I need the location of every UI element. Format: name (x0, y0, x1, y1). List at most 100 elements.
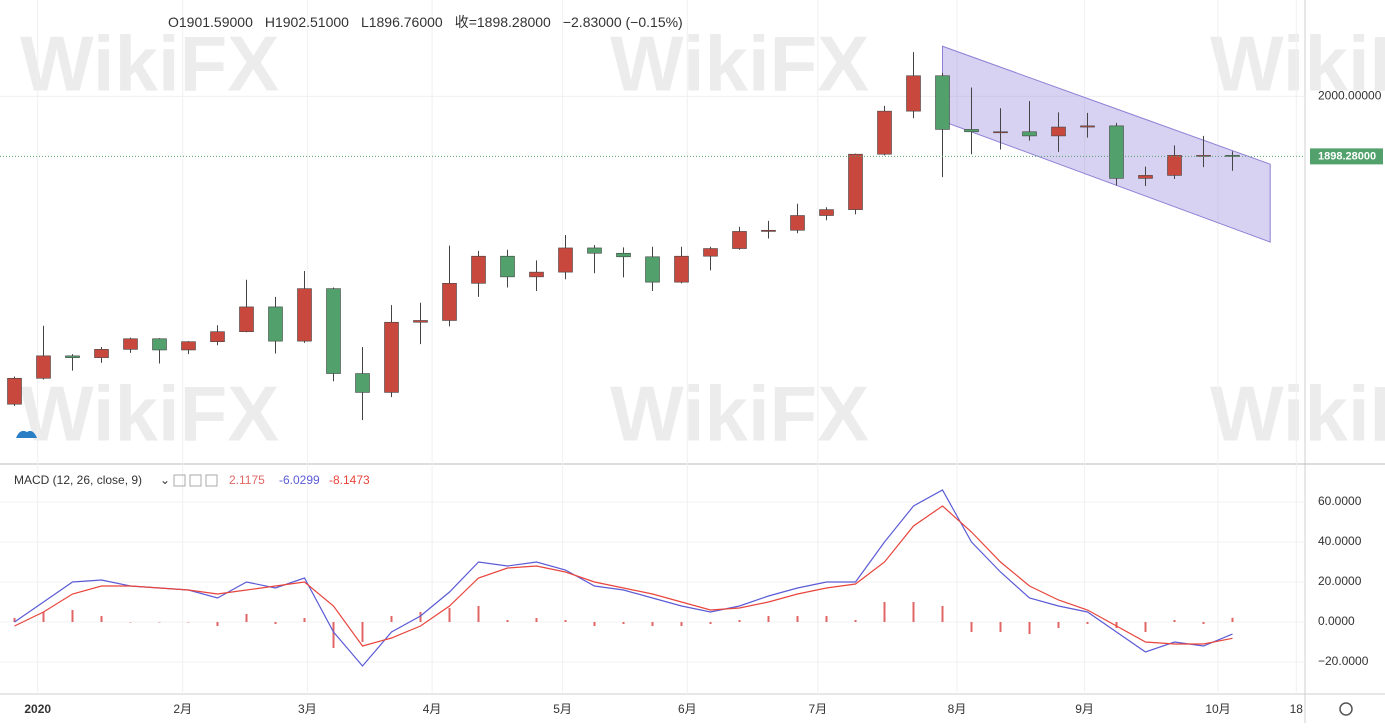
x-tick-label: 8月 (948, 702, 967, 716)
candle-body (500, 255, 515, 278)
ohlc-value: −2.83000 (−0.15%) (563, 14, 683, 30)
histogram-bar (680, 622, 683, 626)
candle-body (1022, 131, 1037, 137)
y-tick-label: 0.0000 (1318, 614, 1355, 628)
last-price-label: 1898.28000 (1318, 150, 1376, 162)
y-tick-label: 60.0000 (1318, 494, 1362, 508)
candle-body (1138, 175, 1153, 179)
histogram-bar (535, 618, 538, 622)
logo[interactable] (16, 430, 37, 438)
histogram-bar (477, 606, 480, 622)
histogram-bar (564, 620, 567, 622)
candle-body (355, 373, 370, 393)
histogram-bar (129, 622, 132, 623)
eye-icon[interactable] (173, 474, 186, 487)
candle-body (384, 321, 399, 393)
histogram-bar (970, 622, 973, 632)
settings-icon[interactable] (189, 474, 202, 487)
histogram-bar (13, 618, 16, 622)
candle-body (152, 338, 167, 351)
candle-body (674, 255, 689, 283)
candle-body (210, 331, 225, 343)
candle-body (36, 355, 51, 379)
x-tick-label: 9月 (1075, 702, 1094, 716)
candle-body (616, 252, 631, 258)
histogram-bar (999, 622, 1002, 632)
ohlc-value: O1901.59000 (168, 14, 253, 30)
candle-body (529, 271, 544, 278)
x-tick-label: 5月 (553, 702, 572, 716)
candle-body (268, 306, 283, 342)
watermarks: WikiFX WikiFX WikiFX WikiFX WikiFX WikiFX (20, 20, 1385, 458)
candle-body (181, 341, 196, 351)
candle-body (413, 320, 428, 323)
candle-body (819, 209, 834, 216)
watermark: WikiFX (1210, 370, 1385, 458)
histogram-bar (100, 616, 103, 622)
y-tick-label: −20.0000 (1318, 654, 1369, 668)
grid (0, 0, 1305, 694)
ohlc-value: H1902.51000 (265, 14, 349, 30)
histogram-bar (651, 622, 654, 626)
histogram-bar (738, 620, 741, 622)
y-tick-label: 2000.00000 (1318, 89, 1382, 103)
candle-body (877, 110, 892, 155)
indicator-title: MACD (12, 26, close, 9) (14, 473, 142, 487)
candle-body (1109, 125, 1124, 179)
histogram-bar (42, 612, 45, 622)
settings-gear[interactable] (1339, 702, 1353, 716)
histogram-bar (448, 608, 451, 622)
watermark: WikiFX (20, 20, 279, 108)
candle-body (471, 255, 486, 284)
x-tick-label: 10月 (1205, 702, 1230, 716)
x-tick-label: 7月 (808, 702, 827, 716)
histogram-bar (506, 620, 509, 622)
ohlc-header: O1901.59000 H1902.51000 L1896.76000 收=1898.… (168, 14, 683, 30)
labels: 2020 2月 3月 4月 5月 6月 7月 8月 9月 10月 18 2000.00000 60.00… (24, 89, 1383, 716)
histogram-bar (1057, 622, 1060, 628)
histogram-bar (796, 616, 799, 622)
histogram-bar (709, 622, 712, 624)
x-tick-label: 6月 (678, 702, 697, 716)
watermark: WikiFX (610, 370, 869, 458)
histogram-bar (274, 622, 277, 624)
candle-body (1051, 126, 1066, 137)
last-price-box (1310, 148, 1383, 165)
candle-body (94, 349, 109, 358)
histogram-bar (303, 618, 306, 622)
candle-body (906, 75, 921, 112)
candle-body (587, 247, 602, 254)
histogram-bar (216, 622, 219, 626)
collapse-icon[interactable]: ⌄ (160, 473, 170, 487)
histogram-bar (883, 602, 886, 622)
histogram-bar (767, 616, 770, 622)
y-tick-label: 20.0000 (1318, 574, 1362, 588)
candle-body (790, 215, 805, 231)
candle-body (297, 288, 312, 342)
histogram-bar (71, 610, 74, 622)
x-tick-label: 3月 (298, 702, 317, 716)
candle-body (123, 338, 138, 350)
y-tick-label: 40.0000 (1318, 534, 1362, 548)
watermark: WikiFX (1210, 20, 1385, 108)
histogram-bar (187, 622, 190, 623)
candle-body (65, 355, 80, 358)
candle-body (7, 377, 22, 405)
histogram-bar (1202, 622, 1205, 624)
candle-body (645, 256, 660, 283)
watermark: WikiFX (610, 20, 869, 108)
x-tick-label: 2020 (24, 702, 51, 716)
marks (0, 45, 1305, 667)
histogram-bar (1144, 622, 1147, 632)
histogram-bar (1231, 617, 1234, 622)
candle-body (558, 247, 573, 273)
candle-body (732, 231, 747, 249)
close-icon[interactable] (205, 474, 218, 487)
histogram-bar (158, 622, 161, 623)
histogram-bar (593, 622, 596, 626)
candle-body (1080, 125, 1095, 128)
indicator-readout: -8.1473 (329, 473, 370, 487)
histogram-bar (1115, 622, 1118, 628)
